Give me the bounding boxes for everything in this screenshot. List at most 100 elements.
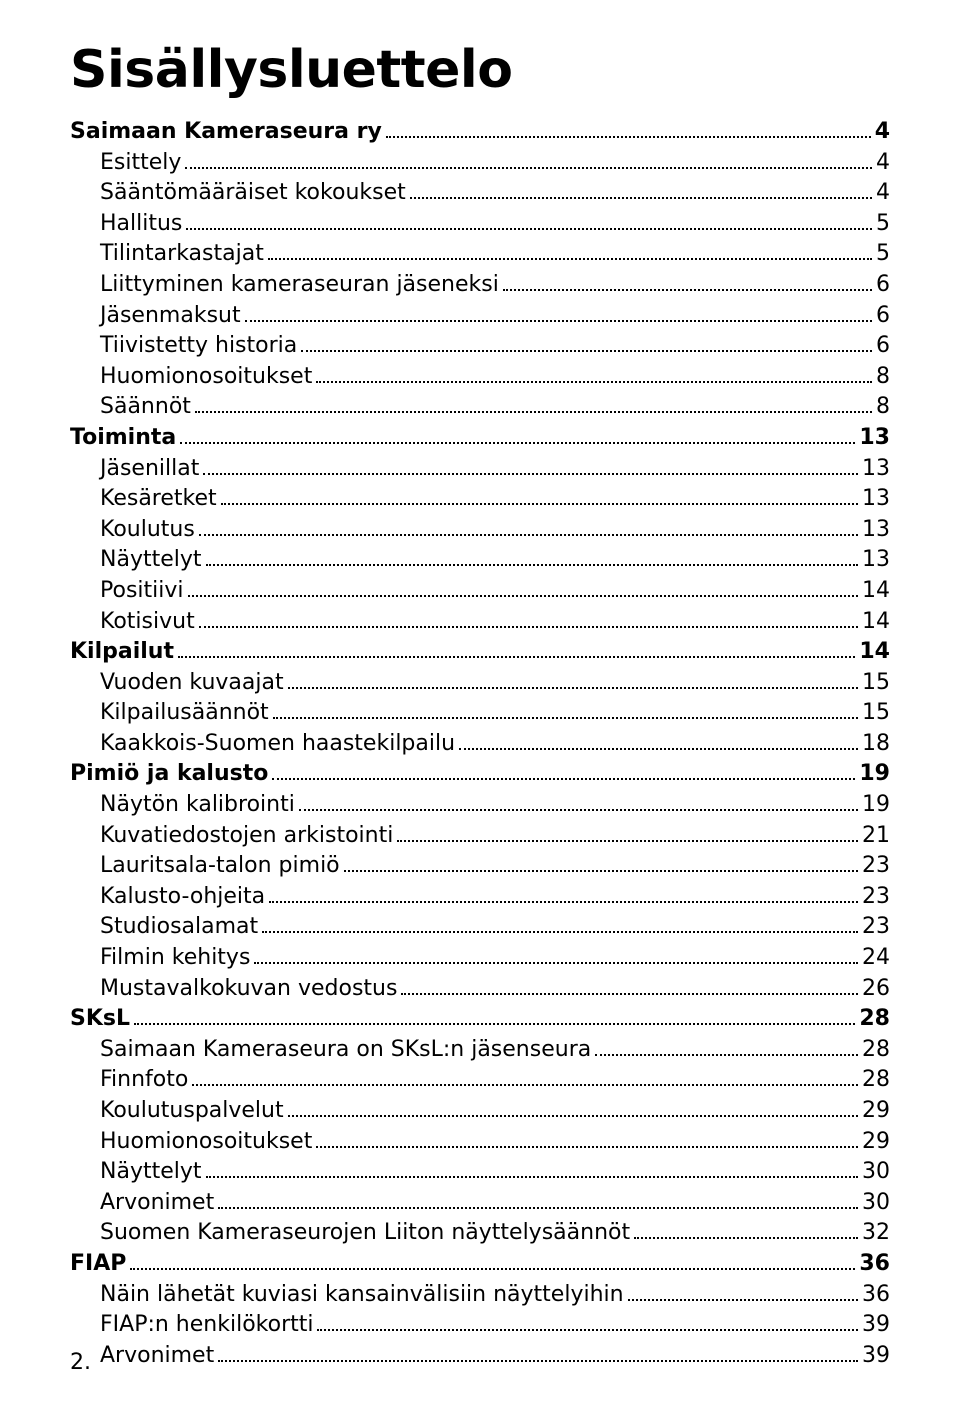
toc-entry-page: 24	[862, 944, 890, 973]
toc-entry-label: Hallitus	[100, 210, 182, 239]
toc-entry-page: 13	[862, 516, 890, 545]
toc-entry-page: 15	[862, 669, 890, 698]
toc-leader-dots	[316, 1146, 858, 1148]
table-of-contents: Saimaan Kameraseura ry4Esittely4Sääntömä…	[70, 118, 890, 1370]
toc-leader-dots	[288, 687, 858, 689]
toc-entry-page: 15	[862, 699, 890, 728]
toc-entry-page: 26	[862, 975, 890, 1004]
toc-entry-label: Jäsenmaksut	[100, 302, 241, 331]
toc-entry: Mustavalkokuvan vedostus 26	[100, 975, 890, 1004]
toc-entry-page: 6	[876, 332, 890, 361]
toc-entry: Jäsenmaksut6	[100, 302, 890, 331]
toc-entry-label: Toiminta	[70, 424, 176, 453]
toc-entry-label: Liittyminen kameraseuran jäseneksi	[100, 271, 499, 300]
toc-entry: Kuvatiedostojen arkistointi 21	[100, 822, 890, 851]
toc-entry: Esittely4	[100, 149, 890, 178]
toc-entry-label: Kesäretket	[100, 485, 217, 514]
toc-entry: Kilpailut 14	[70, 638, 890, 667]
toc-entry: Näytön kalibrointi 19	[100, 791, 890, 820]
toc-leader-dots	[245, 320, 872, 322]
toc-entry-page: 14	[859, 638, 890, 667]
toc-entry: Positiivi14	[100, 577, 890, 606]
toc-entry-label: Näyttelyt	[100, 1158, 202, 1187]
toc-leader-dots	[634, 1237, 858, 1239]
toc-leader-dots	[186, 228, 872, 230]
toc-leader-dots	[180, 442, 855, 444]
toc-entry: Pimiö ja kalusto19	[70, 760, 890, 789]
toc-entry-label: FIAP	[70, 1250, 126, 1279]
toc-entry-label: Arvonimet	[100, 1189, 214, 1218]
toc-entry-label: Studiosalamat	[100, 913, 258, 942]
toc-entry-label: Kuvatiedostojen arkistointi	[100, 822, 393, 851]
toc-leader-dots	[130, 1268, 855, 1270]
toc-entry-label: Vuoden kuvaajat	[100, 669, 284, 698]
toc-entry-label: Näin lähetät kuviasi kansainvälisiin näy…	[100, 1281, 624, 1310]
toc-entry-label: SKsL	[70, 1005, 130, 1034]
toc-leader-dots	[178, 656, 855, 658]
toc-entry-label: Jäsenillat	[100, 455, 199, 484]
toc-leader-dots	[595, 1054, 858, 1056]
toc-entry: FIAP:n henkilökortti39	[100, 1311, 890, 1340]
toc-entry-page: 6	[876, 271, 890, 300]
toc-leader-dots	[218, 1360, 858, 1362]
toc-entry: Näyttelyt 30	[100, 1158, 890, 1187]
toc-leader-dots	[503, 289, 872, 291]
toc-entry-label: Kilpailut	[70, 638, 174, 667]
toc-entry-page: 30	[862, 1158, 890, 1187]
toc-entry: Huomionosoitukset8	[100, 363, 890, 392]
toc-entry-label: Näyttelyt	[100, 546, 202, 575]
toc-leader-dots	[206, 564, 858, 566]
toc-entry-page: 21	[862, 822, 890, 851]
toc-leader-dots	[301, 350, 872, 352]
page-number-footer: 2.	[70, 1350, 91, 1375]
toc-entry: Saimaan Kameraseura ry 4	[70, 118, 890, 147]
toc-leader-dots	[199, 626, 858, 628]
toc-entry-page: 13	[859, 424, 890, 453]
toc-entry-page: 36	[862, 1281, 890, 1310]
toc-entry-page: 4	[876, 179, 890, 208]
toc-entry-page: 13	[862, 455, 890, 484]
toc-entry: Saimaan Kameraseura on SKsL:n jäsenseura…	[100, 1036, 890, 1065]
toc-leader-dots	[288, 1115, 858, 1117]
toc-leader-dots	[272, 778, 855, 780]
toc-entry-label: Tilintarkastajat	[100, 240, 264, 269]
toc-leader-dots	[221, 503, 858, 505]
toc-entry: Säännöt8	[100, 393, 890, 422]
toc-entry-label: Näytön kalibrointi	[100, 791, 295, 820]
toc-entry-page: 8	[876, 393, 890, 422]
toc-entry: SKsL28	[70, 1005, 890, 1034]
toc-entry: Suomen Kameraseurojen Liiton näyttelysää…	[100, 1219, 890, 1248]
toc-leader-dots	[206, 1176, 858, 1178]
toc-entry: Huomionosoitukset29	[100, 1128, 890, 1157]
toc-entry-label: Suomen Kameraseurojen Liiton näyttelysää…	[100, 1219, 630, 1248]
toc-entry-page: 19	[862, 791, 890, 820]
toc-entry: FIAP36	[70, 1250, 890, 1279]
toc-entry: Näin lähetät kuviasi kansainvälisiin näy…	[100, 1281, 890, 1310]
toc-leader-dots	[185, 167, 872, 169]
toc-entry-page: 8	[876, 363, 890, 392]
toc-entry-page: 4	[876, 149, 890, 178]
toc-entry-label: FIAP:n henkilökortti	[100, 1311, 313, 1340]
toc-entry-page: 4	[875, 118, 890, 147]
toc-entry-label: Mustavalkokuvan vedostus	[100, 975, 397, 1004]
toc-entry-label: Kilpailusäännöt	[100, 699, 269, 728]
toc-entry: Kilpailusäännöt 15	[100, 699, 890, 728]
toc-entry: Kalusto-ohjeita23	[100, 883, 890, 912]
toc-entry-label: Filmin kehitys	[100, 944, 250, 973]
toc-leader-dots	[218, 1207, 858, 1209]
toc-entry-label: Arvonimet	[100, 1342, 214, 1371]
toc-entry: Arvonimet30	[100, 1189, 890, 1218]
toc-entry: Tilintarkastajat5	[100, 240, 890, 269]
toc-entry-page: 23	[862, 913, 890, 942]
toc-entry-page: 32	[862, 1219, 890, 1248]
toc-leader-dots	[199, 534, 858, 536]
toc-entry: Kaakkois-Suomen haastekilpailu18	[100, 730, 890, 759]
toc-entry-label: Saimaan Kameraseura ry	[70, 118, 382, 147]
toc-entry-page: 23	[862, 852, 890, 881]
toc-entry: Jäsenillat 13	[100, 455, 890, 484]
toc-entry-label: Huomionosoitukset	[100, 1128, 312, 1157]
toc-leader-dots	[268, 258, 872, 260]
toc-leader-dots	[316, 381, 872, 383]
toc-leader-dots	[273, 717, 858, 719]
toc-leader-dots	[203, 473, 858, 475]
